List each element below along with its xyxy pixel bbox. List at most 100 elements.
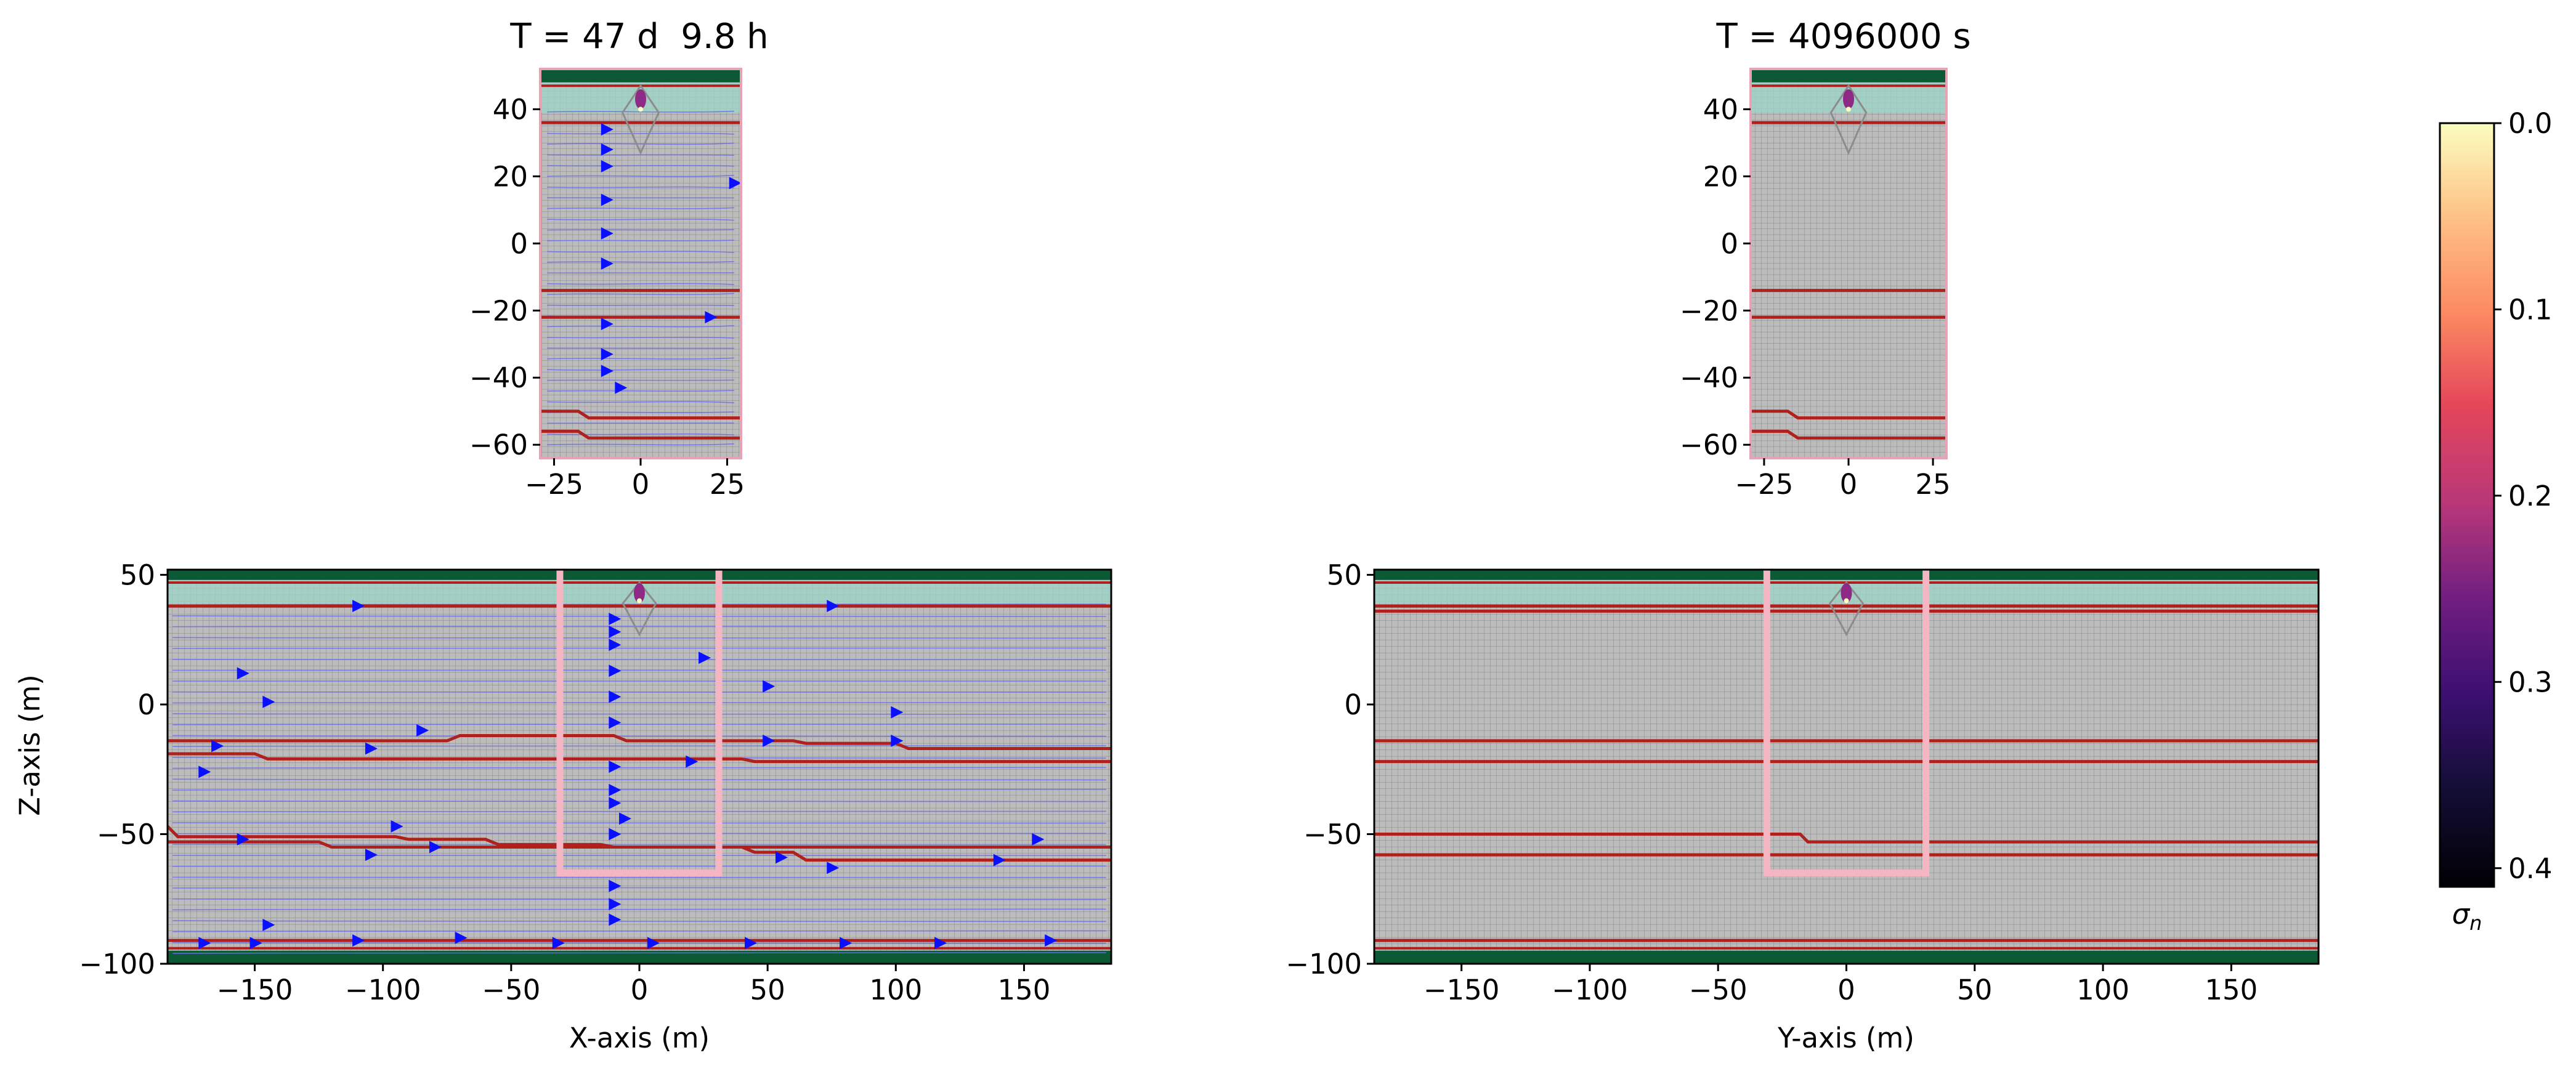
y-tick-label: −40 (469, 361, 528, 394)
flow-arrow (609, 613, 622, 625)
flow-arrow (1032, 833, 1045, 846)
x-tick-label: 50 (1957, 974, 1992, 1006)
colorbar-label-subscript: n (2469, 911, 2482, 935)
flow-arrow (686, 755, 699, 768)
streamline (547, 240, 734, 241)
x-tick-label: 100 (869, 974, 922, 1006)
flow-arrow (609, 716, 622, 729)
plot-area (540, 69, 741, 458)
streamline (547, 110, 734, 113)
plot-area (1751, 69, 1946, 458)
layer-line (1751, 429, 1946, 440)
flow-arrow (391, 820, 403, 833)
y-tick-label: 20 (1703, 160, 1738, 193)
flow-arrow (601, 365, 614, 378)
plot-area (168, 570, 1111, 964)
injection-core (638, 107, 643, 112)
x-tick-label: −50 (1689, 974, 1748, 1006)
flow-arrow (705, 311, 718, 324)
layer-line (1374, 832, 2319, 844)
layer-line (168, 840, 1111, 862)
flow-arrow (365, 742, 378, 755)
well-diamond (621, 84, 660, 155)
bottom-right-panel: −150 −100 −50 0 50 100 150 −100 −50 0 50 (1286, 559, 2320, 1006)
flow-arrow (609, 639, 622, 652)
mesh-grid (1751, 69, 1946, 458)
x-tick-label: −50 (482, 974, 540, 1006)
flow-arrow (601, 348, 614, 361)
x-tick-label: 50 (750, 974, 785, 1006)
colorbar-tick-label: 0.3 (2508, 666, 2553, 698)
streamline (547, 174, 734, 177)
well-diamond (1828, 581, 1865, 637)
streamline (547, 401, 734, 403)
x-tick-label: −25 (525, 468, 583, 501)
top-right-panel: −25 0 25 −60 −40 −20 0 20 40 (1680, 68, 1951, 501)
well-diamond (1829, 84, 1868, 155)
streamline (547, 207, 734, 209)
y-tick-label: 40 (1703, 93, 1738, 126)
colorbar-label: σn (2452, 898, 2482, 935)
flow-arrow (609, 796, 622, 809)
y-tick-label: 50 (1327, 559, 1362, 591)
flow-arrow (249, 937, 262, 950)
x-tick-label: 150 (998, 974, 1051, 1006)
colorbar-label-text: σn (2452, 898, 2482, 935)
colorbar-tick-label: 0.1 (2508, 293, 2553, 326)
y-tick-label: −20 (469, 294, 528, 327)
mesh-grid (1374, 570, 2319, 964)
flow-arrow (601, 193, 614, 206)
injection-core (1844, 598, 1849, 604)
streamline (547, 219, 734, 221)
top-band (1751, 69, 1946, 83)
plot-area (1374, 570, 2319, 964)
streamline (547, 132, 734, 135)
well-outline (556, 570, 723, 877)
x-axis-label-right: Y-axis (m) (1777, 1022, 1914, 1054)
bottom-band (1374, 950, 2319, 964)
flow-arrow (619, 812, 632, 825)
injection-core (1846, 107, 1851, 112)
streamline (172, 637, 1106, 639)
flow-arrow (455, 931, 468, 944)
flow-arrow (609, 828, 622, 841)
well-outline (1763, 570, 1930, 877)
flow-arrow (840, 937, 853, 950)
y-tick-label: −100 (1286, 948, 1362, 980)
colorbar-tick-label: 0.0 (2508, 107, 2553, 140)
top-left-panel: −25 0 25 −60 −40 −20 0 20 40 (469, 68, 745, 501)
streamline (172, 887, 1106, 889)
colorbar-tick-label: 0.4 (2508, 852, 2553, 885)
injection-point (1841, 583, 1852, 603)
flow-arrow (763, 734, 776, 747)
y-tick-label: 0 (1720, 227, 1738, 260)
y-tick-label: −100 (79, 948, 155, 980)
flow-arrow (198, 765, 211, 778)
layer-line (168, 733, 1111, 751)
flow-arrow (237, 833, 249, 846)
injection-point (1843, 89, 1854, 110)
flow-arrow (934, 937, 947, 950)
flow-arrow (601, 123, 614, 136)
layer-line (540, 410, 741, 420)
flow-arrow (352, 934, 365, 947)
flow-arrow (609, 690, 622, 703)
mesh-grid (540, 69, 741, 458)
x-tick-label: −150 (1424, 974, 1500, 1006)
flow-arrow (699, 652, 711, 664)
streamline (547, 251, 734, 253)
flow-arrow (729, 177, 741, 190)
streamline (172, 876, 1106, 878)
x-tick-label: 100 (2076, 974, 2129, 1006)
streamline (547, 369, 734, 371)
flow-arrow (211, 740, 224, 753)
x-tick-label: 0 (1837, 974, 1855, 1006)
top-band (1374, 570, 2319, 580)
flow-arrow (827, 599, 840, 612)
flow-arrow (262, 695, 275, 708)
flow-arrow (609, 626, 622, 639)
y-axis-label: Z-axis (m) (14, 674, 46, 816)
layer-line (540, 429, 741, 440)
flow-arrow (365, 849, 378, 862)
